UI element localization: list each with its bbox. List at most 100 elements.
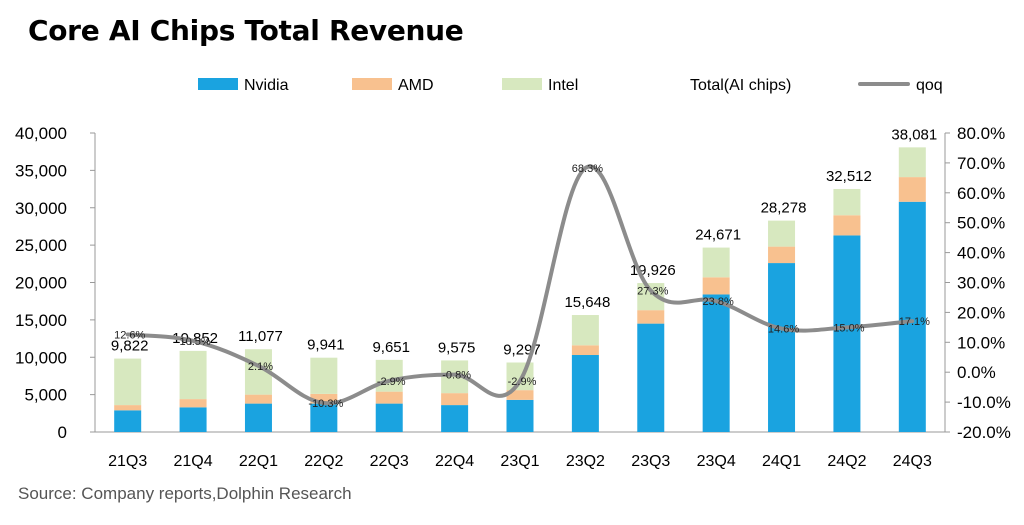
right-tick-label: -20.0%: [957, 423, 1011, 442]
x-tick-label: 22Q2: [304, 453, 343, 470]
qoq-label: 15.0%: [833, 322, 864, 334]
qoq-label: 17.1%: [899, 316, 930, 328]
x-tick-label: 22Q3: [370, 453, 409, 470]
x-tick-label: 21Q4: [174, 453, 213, 470]
right-tick-label: 60.0%: [957, 184, 1005, 203]
x-tick-label: 23Q1: [500, 453, 539, 470]
bar-intel: [768, 220, 796, 247]
bars: [114, 147, 926, 432]
x-tick-label: 22Q4: [435, 453, 474, 470]
bar-nvidia: [375, 403, 403, 432]
total-label: 32,512: [826, 168, 872, 185]
bar-amd: [833, 215, 861, 236]
qoq-point: [518, 379, 522, 383]
bar-nvidia: [571, 355, 599, 432]
right-tick-label: 0.0%: [957, 363, 996, 382]
bar-intel: [506, 362, 534, 391]
total-label: 9,822: [111, 338, 149, 355]
left-tick-label: 35,000: [15, 161, 67, 180]
total-label: 24,671: [695, 227, 741, 244]
bar-nvidia: [833, 235, 861, 432]
x-tick-label: 23Q4: [697, 453, 736, 470]
right-tick-label: 20.0%: [957, 303, 1005, 322]
bar-amd: [310, 393, 338, 404]
qoq-point: [583, 166, 587, 170]
x-tick-label: 23Q3: [631, 453, 670, 470]
bar-intel: [179, 350, 207, 400]
x-tick-label: 23Q2: [566, 453, 605, 470]
left-tick-label: 0: [58, 423, 67, 442]
left-tick-label: 25,000: [15, 236, 67, 255]
right-tick-label: 70.0%: [957, 154, 1005, 173]
legend: Nvidia AMD Intel Total(AI chips) qoq: [198, 77, 943, 94]
bar-intel: [310, 357, 338, 394]
bar-nvidia: [768, 263, 796, 432]
qoq-point: [387, 379, 391, 383]
bar-amd: [637, 310, 665, 324]
bar-intel: [114, 358, 142, 406]
bar-amd: [702, 277, 730, 295]
right-tick-label: 40.0%: [957, 244, 1005, 263]
legend-swatch: [352, 78, 392, 90]
qoq-point: [256, 364, 260, 368]
qoq-label: -0.8%: [442, 370, 471, 382]
left-tick-label: 20,000: [15, 274, 67, 293]
qoq-label: 27.3%: [637, 286, 668, 298]
left-tick-label: 15,000: [15, 311, 67, 330]
chart-title: Core AI Chips Total Revenue: [28, 14, 464, 47]
bar-intel: [898, 147, 926, 178]
bar-amd: [375, 391, 403, 404]
right-tick-label: 80.0%: [957, 124, 1005, 143]
bar-nvidia: [310, 403, 338, 432]
total-labels: 9,822 10,852 11,077 9,941 9,651 9,575 9,29715,…: [111, 126, 937, 358]
qoq-point: [845, 325, 849, 329]
qoq-label: 68.3%: [572, 163, 603, 175]
qoq-label: -10.3%: [308, 398, 343, 410]
left-tick-label: 30,000: [15, 199, 67, 218]
bar-nvidia: [114, 410, 142, 432]
qoq-point: [191, 339, 195, 343]
x-tick-label: 24Q1: [762, 453, 801, 470]
x-tick-label: 21Q3: [108, 453, 147, 470]
total-label: 15,648: [564, 294, 610, 311]
qoq-point: [649, 289, 653, 293]
qoq-point: [714, 299, 718, 303]
right-tick-label: 30.0%: [957, 274, 1005, 293]
qoq-label: -2.9%: [508, 376, 537, 388]
bar-intel: [702, 247, 730, 278]
left-tick-label: 10,000: [15, 348, 67, 367]
qoq-label: -2.9%: [377, 376, 406, 388]
qoq-label: 14.6%: [768, 324, 799, 336]
total-label: 11,077: [238, 328, 283, 345]
legend-label: Nvidia: [244, 77, 289, 94]
bar-intel: [375, 359, 403, 392]
bar-intel: [833, 188, 861, 216]
bar-nvidia: [244, 403, 272, 432]
bar-amd: [571, 345, 599, 356]
bar-amd: [898, 177, 926, 202]
total-label: 9,941: [307, 337, 345, 354]
bar-intel: [571, 315, 599, 346]
total-label: 9,575: [438, 339, 476, 356]
bar-nvidia: [441, 405, 469, 432]
qoq-point: [126, 333, 130, 337]
total-label: 9,651: [372, 339, 410, 356]
legend-label: qoq: [916, 77, 943, 94]
total-label: 38,081: [891, 126, 937, 143]
qoq-point: [910, 319, 914, 323]
x-tick-label: 24Q2: [827, 453, 866, 470]
right-tick-label: 50.0%: [957, 214, 1005, 233]
qoq-label: 2.1%: [248, 361, 273, 373]
qoq-series-line: [125, 164, 915, 406]
bar-amd: [244, 394, 272, 404]
bar-amd: [441, 393, 469, 406]
qoq-label: 12.6%: [114, 330, 145, 342]
qoq-point: [453, 373, 457, 377]
source-note: Source: Company reports,Dolphin Research: [18, 484, 352, 503]
left-tick-label: 5,000: [24, 386, 67, 405]
x-tick-label: 22Q1: [239, 453, 278, 470]
bar-nvidia: [702, 294, 730, 432]
axes: 0 5,000 10,000 15,000 20,000 25,000 30,000 35,0…: [15, 124, 1011, 470]
